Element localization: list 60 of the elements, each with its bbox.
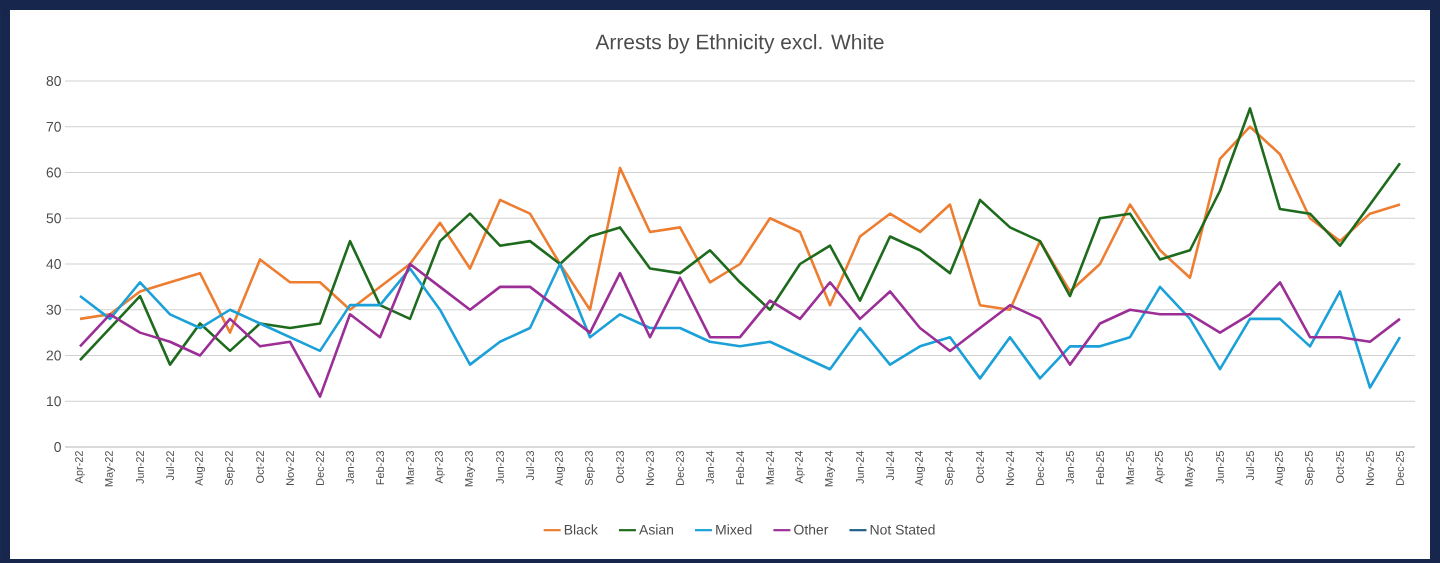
x-tick-label: Jun-24 <box>856 450 864 484</box>
legend-label: Not Stated <box>870 524 935 535</box>
x-tick-label: Mar-25 <box>1126 450 1134 485</box>
x-tick-label: Sep-23 <box>585 451 595 486</box>
x-tick-label: Feb-25 <box>1095 450 1105 485</box>
x-tick-label: Sep-24 <box>945 450 955 486</box>
x-tick-label: Nov-24 <box>1006 450 1014 485</box>
x-tick-label: Oct-22 <box>256 451 264 483</box>
x-tick-label: May-23 <box>465 451 475 487</box>
x-tick-label: Jun-22 <box>136 451 144 484</box>
x-tick-label: Dec-23 <box>676 451 684 485</box>
x-tick-label: Dec-24 <box>1036 450 1044 485</box>
x-tick-label: Apr-22 <box>75 451 85 484</box>
y-tick-label: 50 <box>46 213 61 224</box>
x-tick-label: Sep-22 <box>225 451 235 486</box>
chart-title: Arrests by Ethnicity excl. White <box>595 33 884 54</box>
legend-label: Other <box>794 524 829 535</box>
y-tick-label: 20 <box>46 350 61 361</box>
x-tick-label: Jan-23 <box>346 451 354 484</box>
y-tick-label: 40 <box>46 259 61 269</box>
x-tick-label: Apr-25 <box>1155 450 1165 484</box>
x-tick-label: Jun-25 <box>1216 450 1224 484</box>
x-tick-label: Nov-23 <box>646 451 654 485</box>
y-tick-label: 10 <box>47 396 61 407</box>
x-tick-label: Jul-24 <box>885 450 895 481</box>
x-tick-label: Sep-25 <box>1305 450 1315 486</box>
x-tick-label: Jul-25 <box>1245 450 1255 481</box>
legend-label: Mixed <box>716 524 752 535</box>
x-tick-label: Mar-23 <box>406 451 414 485</box>
x-tick-label: Jan-25 <box>1066 450 1074 484</box>
x-tick-label: Dec-25 <box>1396 450 1404 485</box>
x-tick-label: Mar-24 <box>766 450 774 485</box>
x-tick-label: May-22 <box>105 451 115 487</box>
x-tick-label: Nov-22 <box>286 451 294 485</box>
y-tick-label: 80 <box>46 76 61 86</box>
legend-label: Asian <box>639 524 674 535</box>
x-tick-label: May-24 <box>825 450 835 487</box>
x-tick-label: Aug-25 <box>1275 450 1285 486</box>
x-tick-label: Dec-22 <box>316 451 324 485</box>
x-tick-label: Feb-23 <box>375 451 385 485</box>
x-tick-label: Jul-22 <box>165 451 175 481</box>
x-tick-label: Apr-23 <box>435 451 445 484</box>
x-tick-label: May-25 <box>1185 450 1195 487</box>
x-tick-label: Aug-23 <box>555 451 565 486</box>
x-tick-label: Aug-24 <box>915 450 925 486</box>
x-tick-label: Oct-25 <box>1336 450 1344 483</box>
x-tick-label: Oct-23 <box>616 450 624 483</box>
y-tick-label: 70 <box>46 121 61 132</box>
x-tick-label: Aug-22 <box>195 451 205 486</box>
x-tick-label: Oct-24 <box>976 450 984 483</box>
y-tick-label: 60 <box>46 167 61 178</box>
x-tick-label: Jun-23 <box>496 451 504 484</box>
x-tick-label: Nov-25 <box>1366 450 1374 485</box>
x-tick-label: Apr-24 <box>795 450 805 484</box>
y-tick-label: 0 <box>54 442 61 452</box>
legend-label: Black <box>564 524 598 535</box>
x-tick-label: Jul-23 <box>525 451 535 481</box>
y-tick-label: 30 <box>46 304 61 315</box>
x-tick-label: Jan-24 <box>706 450 714 484</box>
x-tick-label: Feb-24 <box>735 450 745 485</box>
